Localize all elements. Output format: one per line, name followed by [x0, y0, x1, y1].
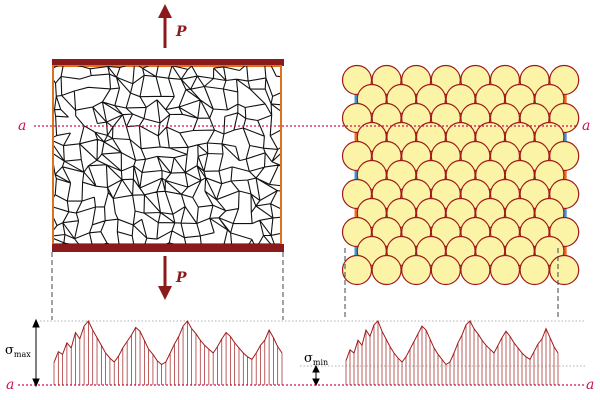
atomic-lattice: [341, 64, 580, 286]
atom: [549, 254, 580, 286]
projection-guides: [51, 248, 559, 320]
stress-profile-right: [345, 320, 559, 385]
sigma-min-label: σmin: [304, 351, 328, 367]
atom: [430, 254, 461, 286]
atom: [460, 254, 491, 286]
baseline-label-right: a: [586, 377, 594, 393]
atom: [401, 254, 432, 286]
atom: [371, 254, 402, 286]
sigma-min-arrow: [312, 364, 320, 387]
force-label-bottom: P: [175, 270, 187, 286]
sigma-max-label: σmax: [5, 343, 31, 359]
force-label-top: P: [175, 24, 187, 40]
atom: [519, 254, 550, 286]
grain-mesh: [54, 66, 280, 244]
polycrystal-specimen: [52, 59, 284, 252]
stress-profile: σmax σmin a a: [5, 318, 594, 393]
stress-curve: [345, 320, 559, 366]
atom: [489, 254, 521, 286]
top-clamp: [52, 59, 284, 66]
sigma-max-arrow: [32, 318, 40, 388]
bottom-force-arrow: [158, 256, 172, 300]
atom: [341, 254, 373, 286]
section-label-left: a: [18, 118, 26, 134]
top-force-arrow: [158, 4, 172, 48]
bottom-clamp: [52, 244, 284, 252]
section-label-right: a: [582, 118, 590, 134]
grain-boundaries: [54, 66, 280, 244]
stress-profile-left: [53, 320, 283, 385]
baseline-label-left: a: [6, 377, 14, 393]
stress-curve: [53, 320, 283, 366]
